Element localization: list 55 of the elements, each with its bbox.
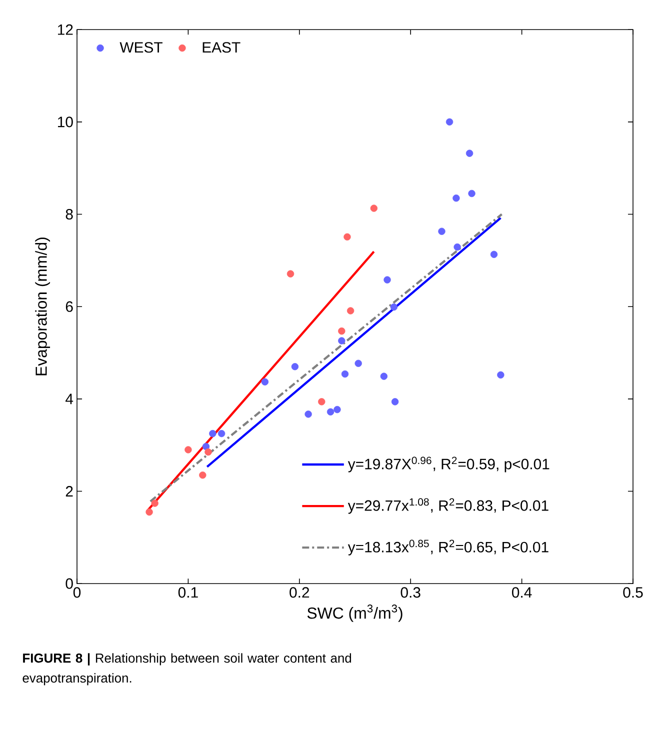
point [318,398,326,406]
x-tick-label: 0.1 [178,587,198,598]
y-tick-label: 10 [58,116,73,128]
point [468,190,476,198]
legend-label: y=19.87X$^{0.96}$, R$^{2}$=0.59, p<0.01 [348,456,550,472]
point [338,337,346,344]
y-axis-title: Evaporation (mm/d) [35,238,50,376]
point [344,233,351,240]
point [326,408,334,416]
point [446,118,454,126]
point [304,410,312,418]
point [199,472,206,479]
point [338,327,346,335]
text: FIGURE 8 | Relationship between soil water content and evapotranspiration. [22,653,352,686]
point [146,508,153,516]
point [452,194,460,202]
legend-label: WEST [120,42,162,53]
point [354,360,362,367]
point [380,372,388,380]
x-tick-label: 0.5 [623,587,643,598]
point [209,430,216,438]
y-tick-label: 4 [66,394,74,404]
point [151,500,158,507]
point [204,448,212,456]
point [454,243,461,251]
x-tick-label: 0.4 [512,587,532,598]
point [184,446,192,454]
y-tick-label: 0 [66,578,73,589]
point [202,442,210,450]
point [341,370,349,378]
point [286,270,294,278]
point [346,307,354,314]
y-tick-label: 8 [66,208,73,220]
point [291,363,299,370]
point [384,276,391,284]
point [466,150,474,157]
y-tick-label: 2 [66,486,73,496]
point [490,250,498,258]
legend-label: y=29.77x$^{1.08}$, R$^{2}$=0.83, P<0.01 [348,498,548,514]
y-tick-label: 12 [58,24,73,35]
point [391,398,399,406]
point [497,371,504,379]
point [261,378,269,386]
point [438,228,446,235]
y-tick-label: 6 [66,301,73,312]
point [370,204,378,212]
x-axis-title: SWC (m$^{3}$/m$^{3}$) [307,604,402,622]
point [218,430,226,438]
x-tick-label: 0.2 [290,587,310,598]
legend-label: EAST [202,42,240,53]
point [390,303,398,311]
point [334,406,341,414]
x-tick-label: 0.3 [400,587,420,598]
x-tick-label: 0 [73,587,81,598]
legend-label: y=18.13x$^{0.85}$, R$^{2}$=0.65, P<0.01 [348,540,548,556]
